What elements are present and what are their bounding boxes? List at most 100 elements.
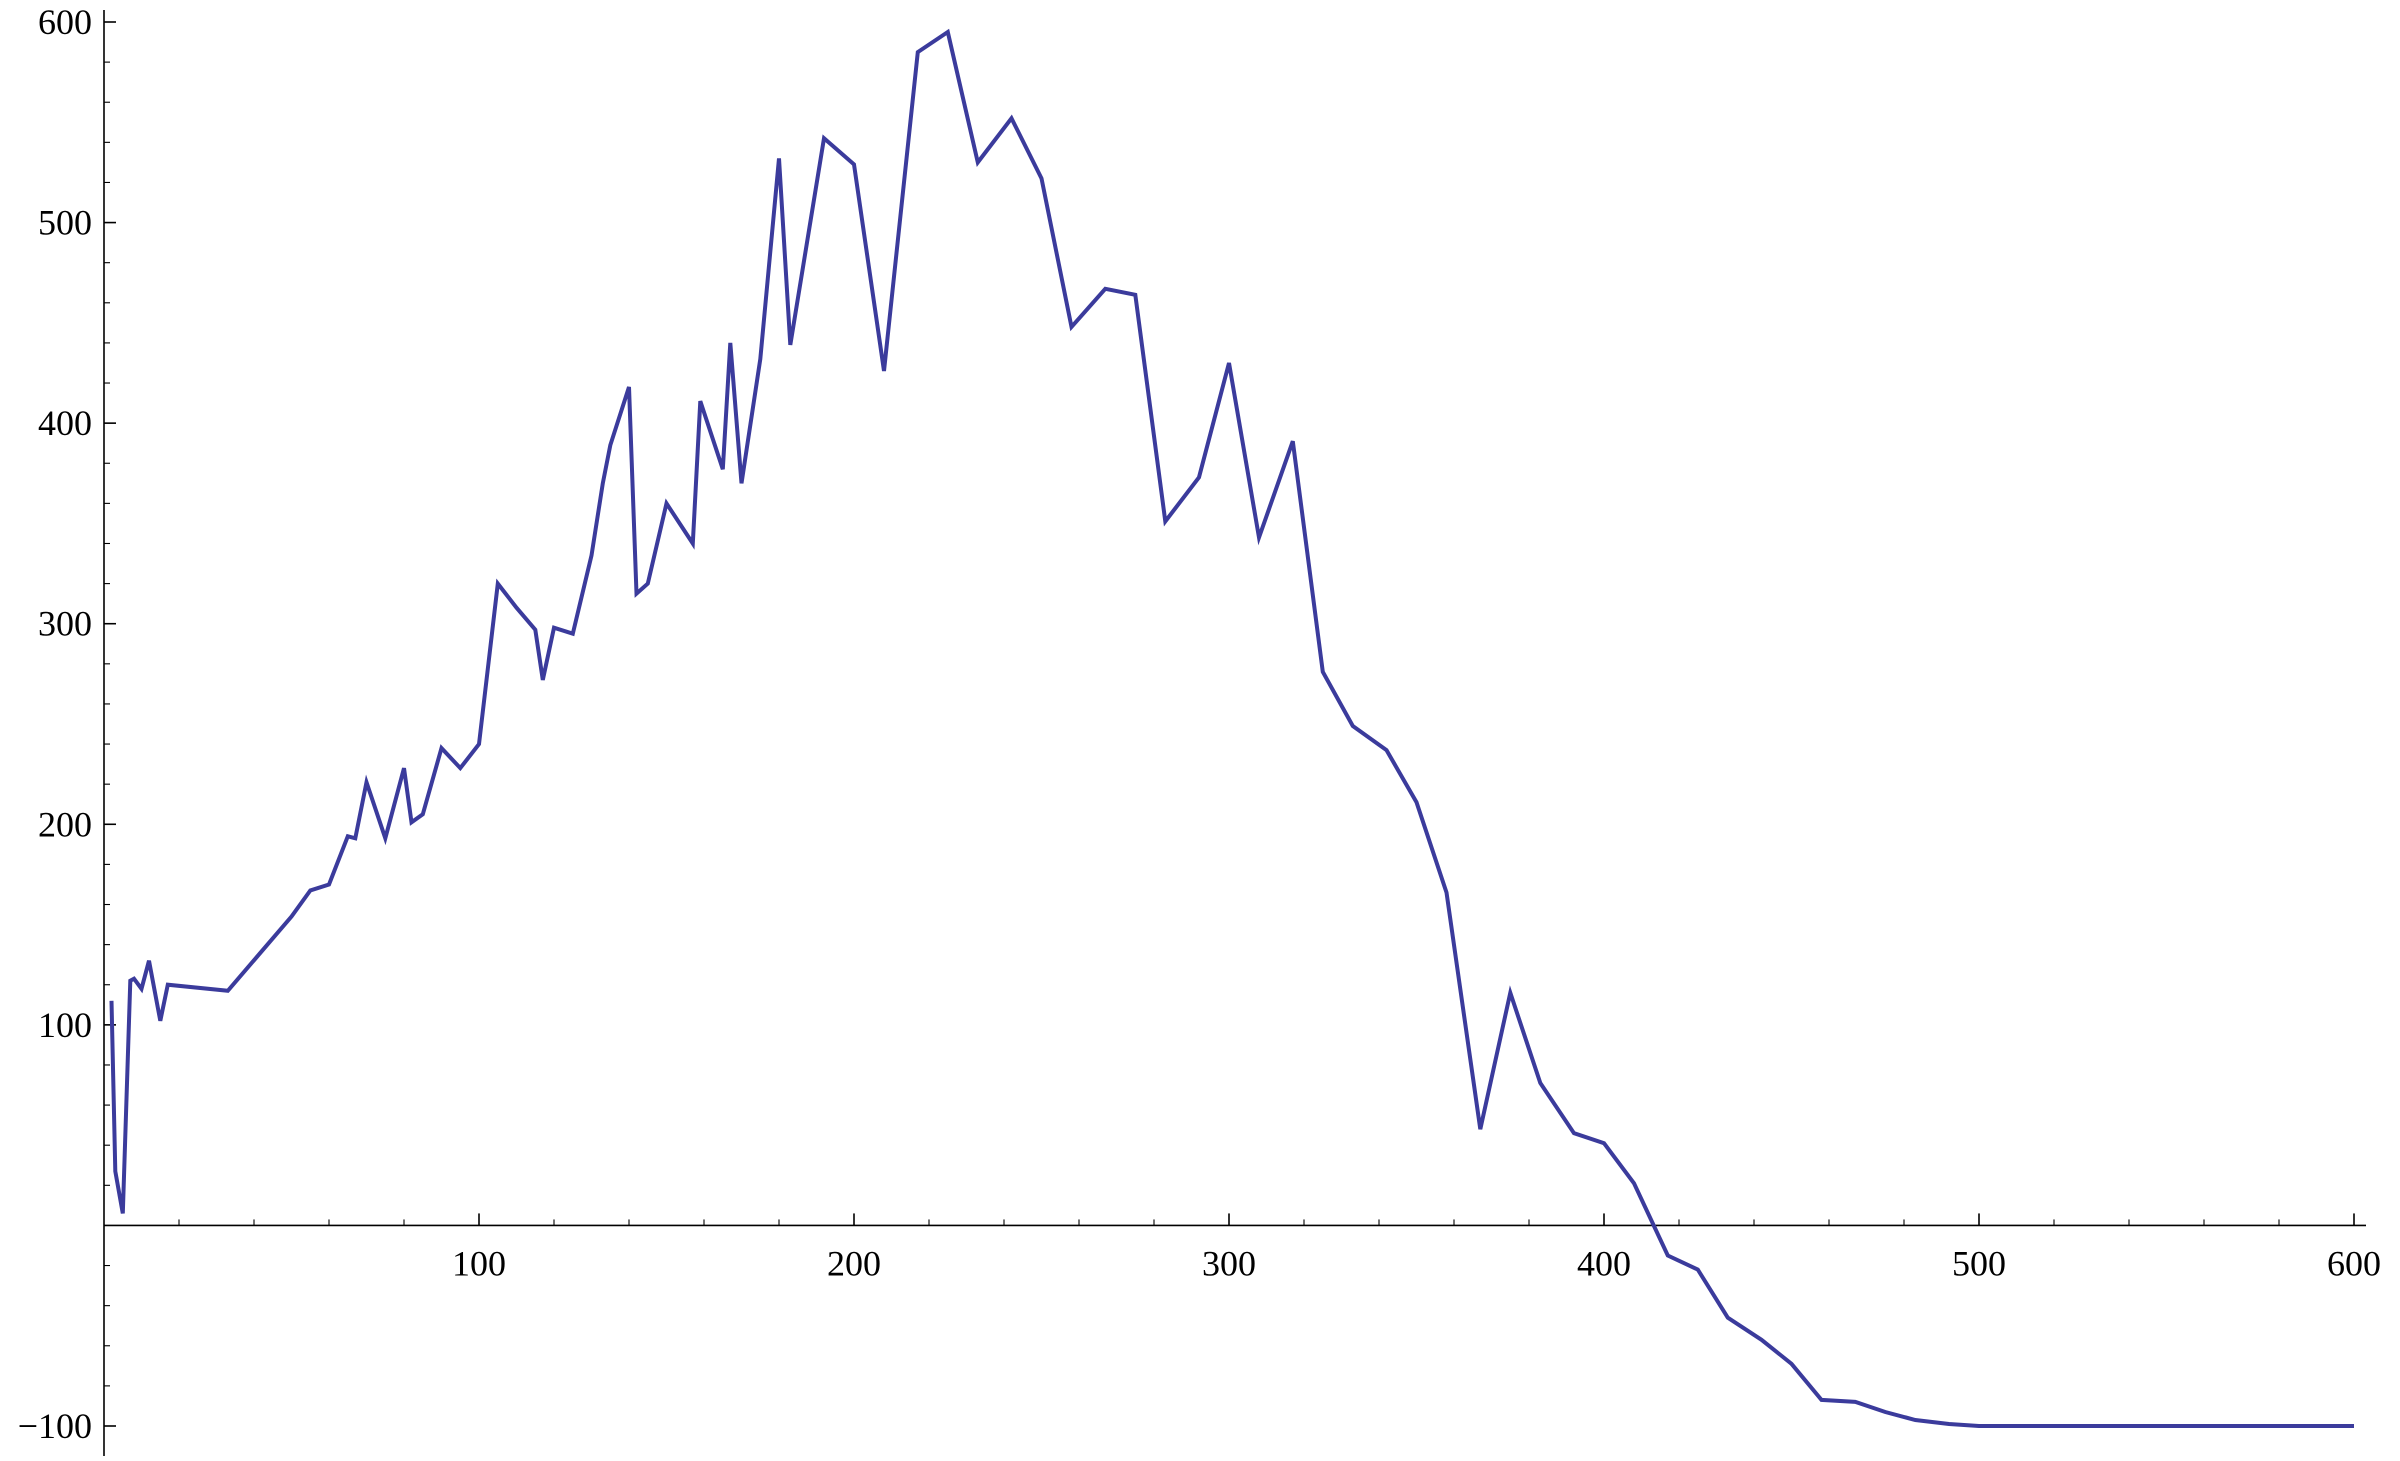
y-tick-label: 100 xyxy=(38,1005,92,1045)
tick-marks xyxy=(104,21,2355,1427)
data-point xyxy=(788,343,792,347)
data-point xyxy=(113,1169,117,1173)
data-point xyxy=(1696,1268,1700,1272)
data-point xyxy=(496,582,500,586)
data-point xyxy=(1726,1316,1730,1320)
data-point xyxy=(1321,670,1325,674)
data-point xyxy=(721,467,725,471)
data-point xyxy=(1010,116,1014,120)
data-point xyxy=(852,162,856,166)
data-point xyxy=(1947,1422,1951,1426)
data-point xyxy=(1760,1338,1764,1342)
data-point xyxy=(383,836,387,840)
data-point xyxy=(916,50,920,54)
data-point xyxy=(882,369,886,373)
data-point xyxy=(1227,361,1231,365)
data-point xyxy=(758,357,762,361)
series-layer xyxy=(109,28,2356,1428)
data-point xyxy=(140,987,144,991)
data-point xyxy=(1602,1141,1606,1145)
data-point xyxy=(402,766,406,770)
data-point xyxy=(410,820,414,824)
data-point xyxy=(571,632,575,636)
data-point xyxy=(1133,293,1137,297)
x-tick-label: 500 xyxy=(1952,1243,2006,1283)
y-tick-label: 500 xyxy=(38,203,92,243)
data-point xyxy=(1103,287,1107,291)
x-tick-label: 100 xyxy=(452,1243,506,1283)
data-point xyxy=(1632,1181,1636,1185)
data-point xyxy=(121,1211,125,1215)
data-point xyxy=(110,999,114,1003)
series-line xyxy=(109,28,2354,1428)
data-point xyxy=(1790,1362,1794,1366)
data-point xyxy=(166,983,170,987)
data-point xyxy=(691,542,695,546)
data-point xyxy=(740,481,744,485)
tick-labels: 100 200 300 400 500 600 −100 100 200 300 400 500 600 xyxy=(18,2,2381,1446)
data-point xyxy=(421,812,425,816)
data-point xyxy=(147,959,151,963)
data-point xyxy=(346,834,350,838)
data-point xyxy=(1415,800,1419,804)
x-tick-label: 600 xyxy=(2327,1243,2381,1283)
x-tick-label: 200 xyxy=(827,1243,881,1283)
data-point xyxy=(1445,891,1449,895)
data-point xyxy=(728,341,732,345)
data-point xyxy=(1197,475,1201,479)
data-point xyxy=(132,977,136,981)
y-tick-label: −100 xyxy=(18,1406,92,1446)
y-tick-label: 600 xyxy=(38,2,92,42)
data-point xyxy=(1163,519,1167,523)
data-point xyxy=(1538,1081,1542,1085)
data-point xyxy=(1257,536,1261,540)
data-point xyxy=(1913,1418,1917,1422)
data-point xyxy=(552,626,556,630)
data-point xyxy=(976,160,980,164)
y-tick-label: 200 xyxy=(38,804,92,844)
data-point xyxy=(646,582,650,586)
data-point xyxy=(458,766,462,770)
data-point xyxy=(290,915,294,919)
data-point xyxy=(1040,176,1044,180)
y-tick-label: 400 xyxy=(38,403,92,443)
data-point xyxy=(627,385,631,389)
data-point xyxy=(1385,748,1389,752)
data-point xyxy=(1883,1410,1887,1414)
data-point xyxy=(2352,1424,2356,1428)
data-point xyxy=(226,989,230,993)
x-tick-label: 300 xyxy=(1202,1243,1256,1283)
data-point xyxy=(635,592,639,596)
data-point xyxy=(822,136,826,140)
data-point xyxy=(665,501,669,505)
data-point xyxy=(698,399,702,403)
data-point xyxy=(777,156,781,160)
data-point xyxy=(590,554,594,558)
data-point xyxy=(365,780,369,784)
data-point xyxy=(353,836,357,840)
data-point xyxy=(601,481,605,485)
data-point xyxy=(608,443,612,447)
data-point xyxy=(128,979,132,983)
data-point xyxy=(1977,1424,1981,1428)
data-point xyxy=(308,889,312,893)
data-point xyxy=(1853,1400,1857,1404)
axes xyxy=(103,10,2366,1456)
data-point xyxy=(477,742,481,746)
data-point xyxy=(533,628,537,632)
data-point xyxy=(541,678,545,682)
data-point xyxy=(1070,325,1074,329)
data-point xyxy=(946,30,950,34)
x-tick-label: 400 xyxy=(1577,1243,1631,1283)
data-point xyxy=(440,746,444,750)
data-point xyxy=(1820,1398,1824,1402)
y-tick-label: 300 xyxy=(38,604,92,644)
data-point xyxy=(1478,1127,1482,1131)
data-point xyxy=(515,606,519,610)
data-point xyxy=(158,1019,162,1023)
data-point xyxy=(1508,991,1512,995)
data-point xyxy=(1572,1131,1576,1135)
data-point xyxy=(327,883,331,887)
